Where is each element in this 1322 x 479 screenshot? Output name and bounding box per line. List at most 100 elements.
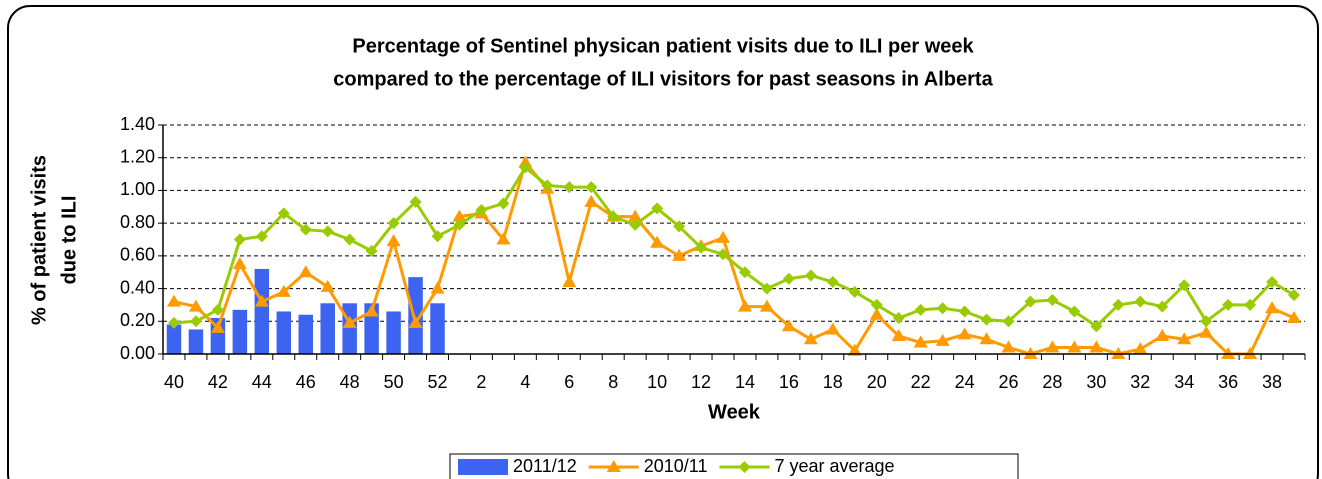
point bbox=[628, 209, 643, 222]
legend-swatch bbox=[458, 459, 508, 475]
point bbox=[1221, 347, 1236, 359]
point bbox=[387, 217, 400, 230]
x-tick-label: 30 bbox=[1086, 372, 1106, 392]
point bbox=[409, 195, 422, 208]
x-tick-label: 18 bbox=[823, 372, 843, 392]
legend-marker bbox=[738, 461, 751, 473]
legend-label: 7 year average bbox=[774, 456, 894, 476]
bar bbox=[210, 318, 226, 354]
point bbox=[1045, 340, 1060, 353]
x-tick-label: 42 bbox=[208, 372, 228, 392]
bar bbox=[342, 303, 357, 354]
point bbox=[343, 233, 356, 246]
point bbox=[475, 204, 488, 217]
point bbox=[892, 312, 905, 325]
point bbox=[1046, 294, 1059, 307]
point bbox=[1089, 340, 1104, 353]
point bbox=[936, 302, 949, 315]
point bbox=[1111, 347, 1126, 359]
point bbox=[189, 315, 202, 328]
point bbox=[1002, 315, 1015, 328]
point bbox=[1288, 289, 1301, 302]
x-tick-label: 14 bbox=[735, 372, 755, 392]
x-tick-label: 48 bbox=[340, 372, 360, 392]
x-tick-label: 28 bbox=[1042, 372, 1062, 392]
x-tick-label: 44 bbox=[252, 372, 272, 392]
point bbox=[760, 282, 773, 295]
point bbox=[233, 233, 246, 246]
x-tick-label: 8 bbox=[608, 372, 618, 392]
point bbox=[1287, 311, 1302, 324]
bar bbox=[166, 324, 182, 354]
point bbox=[1001, 340, 1016, 353]
y-tick-label: 0.60 bbox=[120, 245, 155, 265]
x-tick-label: 6 bbox=[564, 372, 574, 392]
x-tick-label: 12 bbox=[691, 372, 711, 392]
legend-label: 2011/12 bbox=[513, 456, 577, 476]
frame bbox=[7, 5, 1319, 479]
point bbox=[496, 232, 511, 245]
x-tick-label: 52 bbox=[428, 372, 448, 392]
y-tick-label: 1.20 bbox=[120, 146, 155, 166]
point bbox=[1112, 298, 1125, 311]
point bbox=[519, 161, 532, 174]
point bbox=[1023, 347, 1038, 359]
point bbox=[299, 223, 312, 236]
x-tick-label: 24 bbox=[955, 372, 975, 392]
bar bbox=[430, 303, 445, 354]
point bbox=[914, 303, 927, 316]
point bbox=[1134, 295, 1147, 308]
point bbox=[1178, 279, 1191, 292]
point bbox=[584, 194, 599, 207]
point bbox=[1133, 342, 1148, 355]
y-tick-label: 1.00 bbox=[120, 179, 155, 199]
chart-title: compared to the percentage of ILI visito… bbox=[333, 68, 993, 90]
point bbox=[979, 332, 994, 345]
point bbox=[825, 322, 840, 335]
x-tick-label: 36 bbox=[1218, 372, 1238, 392]
bar bbox=[276, 311, 292, 354]
legend-marker bbox=[606, 460, 621, 472]
x-tick-label: 50 bbox=[384, 372, 404, 392]
point bbox=[320, 279, 335, 292]
x-axis-label: Week bbox=[708, 401, 761, 423]
point bbox=[607, 210, 620, 223]
y-tick-label: 0.40 bbox=[120, 277, 155, 297]
point bbox=[254, 294, 269, 307]
bar bbox=[188, 329, 204, 354]
x-tick-label: 38 bbox=[1262, 372, 1282, 392]
point bbox=[826, 276, 839, 289]
point bbox=[958, 305, 971, 318]
point bbox=[848, 285, 861, 298]
point bbox=[453, 218, 466, 231]
y-tick-label: 0.20 bbox=[120, 310, 155, 330]
point bbox=[276, 284, 291, 297]
x-tick-label: 16 bbox=[779, 372, 799, 392]
x-tick-label: 40 bbox=[164, 372, 184, 392]
point bbox=[629, 218, 642, 231]
point bbox=[277, 207, 290, 220]
point bbox=[585, 181, 598, 194]
bar bbox=[320, 303, 335, 354]
y-axis-label: due to ILI bbox=[58, 196, 80, 285]
point bbox=[980, 313, 993, 326]
y-tick-label: 0.80 bbox=[120, 212, 155, 232]
point bbox=[759, 299, 774, 312]
point bbox=[166, 294, 181, 307]
point bbox=[672, 248, 687, 261]
x-tick-label: 46 bbox=[296, 372, 316, 392]
x-tick-label: 34 bbox=[1174, 372, 1194, 392]
point bbox=[1068, 305, 1081, 318]
point bbox=[430, 281, 445, 294]
point bbox=[650, 235, 665, 248]
point bbox=[782, 272, 795, 285]
x-tick-label: 32 bbox=[1130, 372, 1150, 392]
point bbox=[673, 220, 686, 233]
point bbox=[804, 269, 817, 282]
point bbox=[891, 329, 906, 342]
point bbox=[1177, 332, 1192, 345]
point bbox=[847, 343, 862, 356]
point bbox=[695, 241, 708, 254]
x-tick-label: 2 bbox=[476, 372, 486, 392]
